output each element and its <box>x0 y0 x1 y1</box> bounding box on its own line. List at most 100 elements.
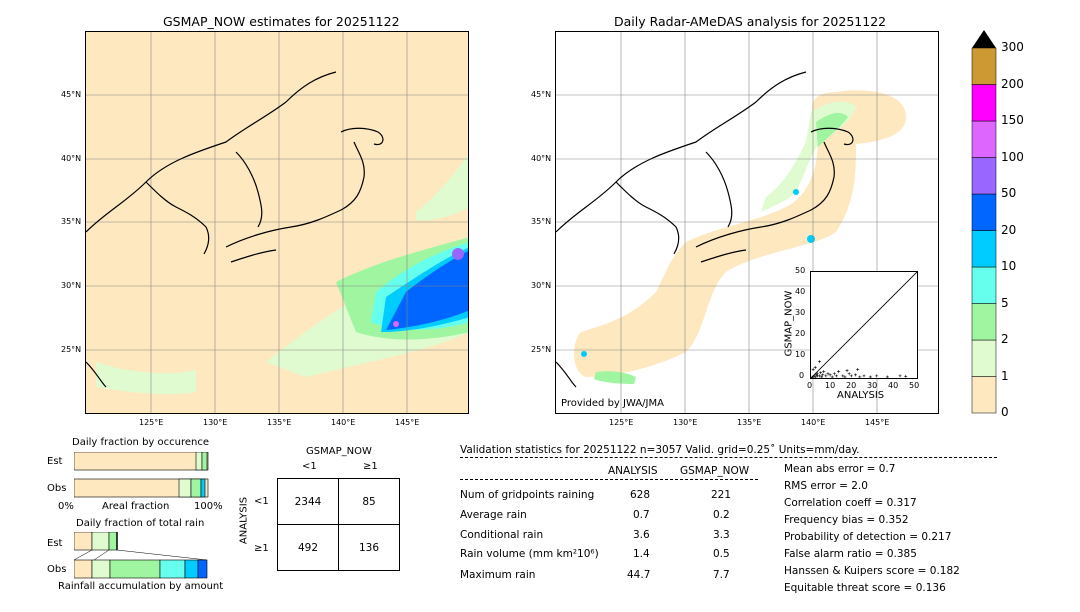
row-gsmap: 221 <box>711 489 732 501</box>
row-analysis: 44.7 <box>627 569 651 581</box>
scatter-point <box>819 371 823 375</box>
scatter-point <box>858 375 862 379</box>
colorbar-label: 1 <box>1001 368 1009 383</box>
right-lat-40: 40°N <box>531 154 552 163</box>
row-label: Average rain <box>460 509 527 521</box>
row-label: Num of gridpoints raining <box>460 489 595 501</box>
row-analysis: 1.4 <box>633 548 650 560</box>
radar-coverage <box>574 90 906 377</box>
colorbar-label: 2 <box>1001 332 1009 346</box>
rain-band-50 <box>452 248 464 260</box>
colorbar-segment <box>971 303 997 341</box>
total-est-label: Est <box>47 538 63 549</box>
row-analysis: 3.6 <box>633 529 650 541</box>
scatter-point <box>830 375 834 379</box>
scatter-xtick-50: 50 <box>909 381 920 390</box>
radar-cyan-1 <box>807 235 815 243</box>
colorbar-label: 0 <box>1001 405 1009 419</box>
col-analysis: ANALYSIS <box>608 465 658 477</box>
score-line: Hanssen & Kuipers score = 0.182 <box>784 565 960 577</box>
colorbar-segment <box>971 120 997 158</box>
left-map <box>85 31 469 414</box>
row-label: Rain volume (mm km²10⁶) <box>460 548 599 560</box>
contingency-header: GSMAP_NOW <box>306 446 372 457</box>
scatter-point <box>845 369 849 373</box>
rain-band-100 <box>393 321 399 327</box>
scatter-point <box>885 375 889 379</box>
left-lon-145: 145°E <box>395 418 420 427</box>
radar-cyan-2 <box>793 189 799 195</box>
score-line: Equitable threat score = 0.136 <box>784 582 946 594</box>
scatter-point <box>898 374 902 378</box>
scatter-point <box>811 368 815 372</box>
scatter-xtick-20: 20 <box>846 381 857 390</box>
scatter-point <box>843 375 847 379</box>
contingency-cell: 136 <box>338 524 400 571</box>
occurrence-obs-label: Obs <box>47 483 67 494</box>
occurrence-bars <box>74 452 209 498</box>
validation-col-rule <box>460 479 758 480</box>
scatter-point <box>849 374 853 378</box>
contingency-row-ge: ≥1 <box>254 543 269 554</box>
left-lat-35: 35°N <box>61 217 82 226</box>
scatter-point <box>847 372 851 376</box>
scatter-point <box>815 372 819 376</box>
validation-header-rule <box>460 457 997 458</box>
colorbar-segment <box>971 47 997 85</box>
colorbar-label: 100 <box>1001 149 1024 164</box>
radar-green <box>816 112 848 147</box>
score-line: Frequency bias = 0.352 <box>784 514 909 526</box>
scatter-point <box>868 375 872 379</box>
right-map-grid <box>556 32 938 413</box>
left-lat-25: 25°N <box>61 345 82 354</box>
row-gsmap: 3.3 <box>713 529 730 541</box>
right-map: Provided by JWA/JMA <box>555 31 939 414</box>
right-lat-25: 25°N <box>531 345 552 354</box>
contingency-cell: 492 <box>277 524 339 571</box>
score-line: Mean abs error = 0.7 <box>784 463 896 475</box>
scatter-point <box>813 375 817 379</box>
row-gsmap: 0.2 <box>713 509 730 521</box>
right-lon-145: 145°E <box>865 418 890 427</box>
diagonal-line <box>810 271 918 379</box>
scatter-point <box>828 373 832 377</box>
radar-south-green <box>594 371 636 384</box>
scatter-xlabel: ANALYSIS <box>837 390 885 401</box>
colorbar-segment <box>971 266 997 304</box>
left-lat-30: 30°N <box>61 281 82 290</box>
contingency-col-lt: <1 <box>302 461 317 472</box>
scatter-point <box>837 370 841 374</box>
scatter-point <box>817 374 821 378</box>
scatter-point <box>904 374 908 378</box>
scatter-inset <box>810 271 918 379</box>
colorbar-label: 150 <box>1001 113 1024 127</box>
occurrence-title: Daily fraction by occurence <box>72 437 210 448</box>
colorbar-label: 200 <box>1001 76 1024 91</box>
colorbar-segment <box>971 339 997 377</box>
radar-cyan-3 <box>581 351 587 357</box>
left-map-coastline <box>86 71 384 388</box>
fraction-axis-right: 100% <box>194 501 223 512</box>
row-label: Conditional rain <box>460 529 544 541</box>
colorbar-label: 20 <box>1001 222 1017 237</box>
right-lon-125: 125°E <box>609 418 634 427</box>
right-lon-140: 140°E <box>801 418 826 427</box>
contingency-col-ge: ≥1 <box>363 461 378 472</box>
contingency-row-lt: <1 <box>254 496 269 507</box>
colorbar-segment <box>971 230 997 268</box>
scatter-xtick-30: 30 <box>867 381 878 390</box>
validation-header: Validation statistics for 20251122 n=305… <box>460 444 860 456</box>
colorbar <box>971 30 997 414</box>
scatter-point <box>875 374 879 378</box>
total-rain-bars <box>74 532 208 579</box>
scatter-point <box>832 372 836 376</box>
right-map-title: Daily Radar-AMeDAS analysis for 20251122 <box>614 14 887 29</box>
scatter-point <box>813 365 817 369</box>
fraction-axis-left: 0% <box>58 501 74 512</box>
right-lat-45: 45°N <box>531 90 552 99</box>
scatter-xtick-10: 10 <box>825 381 836 390</box>
row-analysis: 0.7 <box>633 509 650 521</box>
colorbar-label: 5 <box>1001 295 1009 310</box>
scatter-ytick-0: 0 <box>799 371 805 380</box>
scatter-point <box>821 373 825 377</box>
